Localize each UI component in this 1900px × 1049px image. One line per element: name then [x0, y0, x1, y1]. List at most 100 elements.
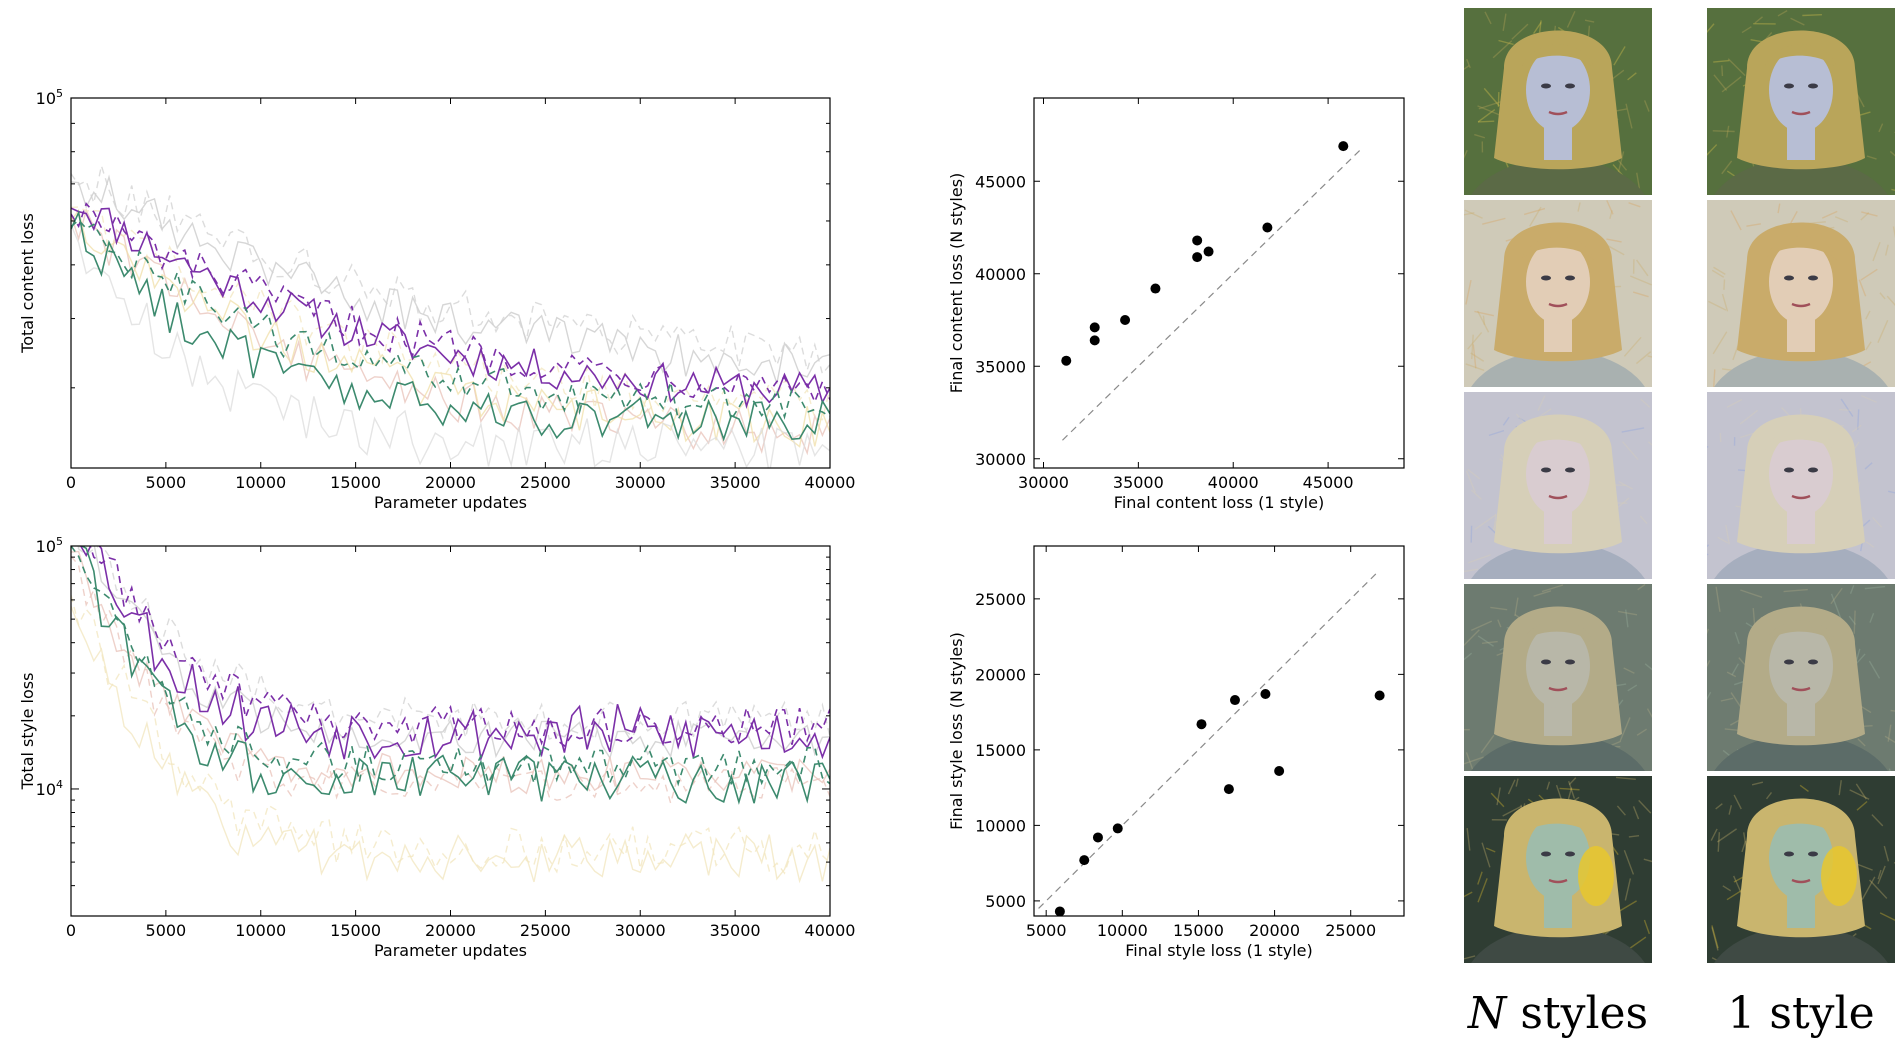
- brush-stroke: [1477, 871, 1483, 885]
- brush-stroke: [1532, 21, 1542, 35]
- eye: [1565, 851, 1575, 857]
- brush-stroke: [1636, 172, 1641, 189]
- brush-stroke: [1617, 497, 1630, 508]
- brush-stroke: [1507, 779, 1516, 795]
- brush-stroke: [1849, 789, 1870, 800]
- mouth: [1548, 494, 1568, 500]
- brush-stroke: [1723, 279, 1726, 290]
- scatter-point: [1150, 283, 1161, 294]
- mouth: [1791, 494, 1811, 500]
- brush-stroke: [1713, 266, 1726, 275]
- brush-stroke: [1619, 717, 1631, 742]
- eye: [1541, 467, 1551, 473]
- brush-stroke: [1840, 398, 1854, 417]
- brush-stroke: [1628, 202, 1641, 208]
- column-label-1-style: 1 style: [1727, 988, 1874, 1039]
- hair-fringe: [1522, 620, 1594, 644]
- brush-stroke: [1877, 869, 1882, 880]
- brush-stroke: [1721, 160, 1733, 175]
- brush-stroke: [1635, 351, 1652, 365]
- brush-stroke: [1472, 344, 1477, 369]
- stylized-image: [1707, 392, 1895, 579]
- brush-stroke: [1636, 728, 1647, 736]
- brush-stroke: [1635, 259, 1649, 277]
- scatter-point: [1112, 823, 1123, 834]
- brush-stroke: [1464, 629, 1480, 647]
- brush-stroke: [1465, 752, 1474, 771]
- eye: [1541, 275, 1551, 281]
- image-content: [1464, 776, 1652, 963]
- brush-stroke: [1630, 275, 1652, 286]
- series-line: [71, 207, 830, 410]
- brush-stroke: [1606, 238, 1622, 243]
- eye: [1565, 467, 1575, 473]
- brush-stroke: [1860, 212, 1870, 221]
- brush-stroke: [1647, 441, 1652, 446]
- brush-stroke: [1707, 553, 1709, 556]
- face: [1526, 624, 1590, 708]
- brush-stroke: [1802, 13, 1822, 17]
- brush-stroke: [1497, 619, 1502, 628]
- brush-stroke: [1538, 20, 1542, 33]
- shoulders: [1471, 734, 1645, 771]
- hair-fringe: [1522, 428, 1594, 452]
- eye: [1808, 467, 1818, 473]
- brush-stroke: [1821, 210, 1838, 219]
- series-line: [71, 550, 830, 795]
- brush-stroke: [1713, 74, 1728, 91]
- brush-stroke: [1713, 369, 1716, 387]
- scatter-point: [1196, 719, 1207, 730]
- series-group: [71, 546, 830, 884]
- brush-stroke: [1628, 834, 1640, 838]
- brush-stroke: [1464, 65, 1470, 70]
- brush-stroke: [1728, 805, 1733, 815]
- brush-stroke: [1643, 858, 1652, 863]
- shoulders: [1471, 350, 1645, 387]
- style-accent-blob: [1821, 846, 1857, 906]
- brush-stroke: [1889, 150, 1895, 157]
- brush-stroke: [1855, 653, 1866, 664]
- y-tick-label: 30000: [975, 450, 1026, 469]
- x-tick-label: 35000: [710, 921, 761, 940]
- brush-stroke: [1725, 524, 1730, 545]
- brush-stroke: [1857, 409, 1860, 430]
- brush-stroke: [1865, 310, 1871, 320]
- brush-stroke: [1707, 544, 1710, 548]
- y-tick-label: 45000: [975, 172, 1026, 191]
- eye: [1784, 851, 1794, 857]
- brush-stroke: [1493, 513, 1497, 532]
- brush-stroke: [1869, 612, 1875, 623]
- brush-stroke: [1474, 133, 1486, 139]
- image-content: [1707, 776, 1895, 963]
- brush-stroke: [1466, 828, 1471, 851]
- x-tick-label: 20000: [425, 921, 476, 940]
- brush-stroke: [1621, 427, 1645, 433]
- brush-stroke: [1848, 615, 1857, 625]
- scatter-point: [1120, 315, 1131, 325]
- x-tick-label: 5000: [1026, 921, 1067, 940]
- brush-stroke: [1890, 709, 1895, 712]
- brush-stroke: [1711, 269, 1725, 278]
- brush-stroke: [1577, 202, 1581, 212]
- brush-stroke: [1537, 395, 1546, 412]
- brush-stroke: [1872, 241, 1881, 262]
- brush-stroke: [1799, 784, 1809, 793]
- brush-stroke: [1502, 416, 1510, 426]
- brush-stroke: [1765, 792, 1773, 800]
- shoulders: [1471, 542, 1645, 579]
- mouth: [1548, 686, 1568, 692]
- brush-stroke: [1464, 211, 1475, 216]
- brush-stroke: [1465, 363, 1485, 372]
- scatter-point: [1229, 695, 1240, 706]
- brush-stroke: [1480, 734, 1495, 754]
- brush-stroke: [1477, 108, 1496, 123]
- brush-stroke: [1476, 310, 1490, 333]
- brush-stroke: [1466, 58, 1471, 69]
- brush-stroke: [1467, 468, 1481, 480]
- x-axis-label: Final content loss (1 style): [1114, 493, 1324, 512]
- brush-stroke: [1751, 781, 1764, 786]
- shoulders: [1471, 158, 1645, 195]
- x-tick-label: 5000: [146, 473, 187, 492]
- series-line: [71, 606, 830, 884]
- brush-stroke: [1712, 331, 1728, 355]
